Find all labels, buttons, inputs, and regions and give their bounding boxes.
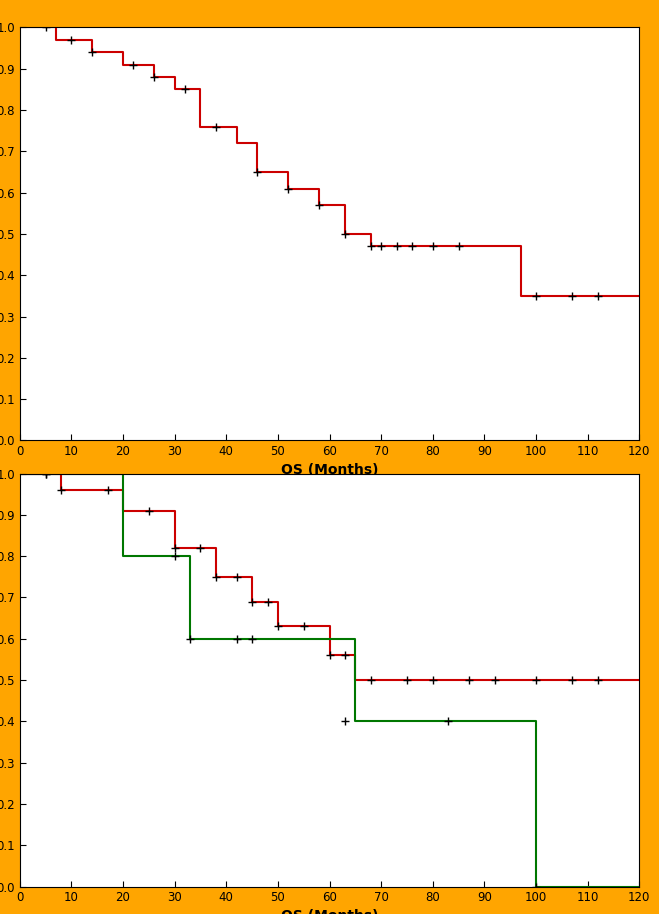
X-axis label: OS (Months): OS (Months)	[281, 909, 378, 914]
X-axis label: OS (Months): OS (Months)	[281, 462, 378, 476]
